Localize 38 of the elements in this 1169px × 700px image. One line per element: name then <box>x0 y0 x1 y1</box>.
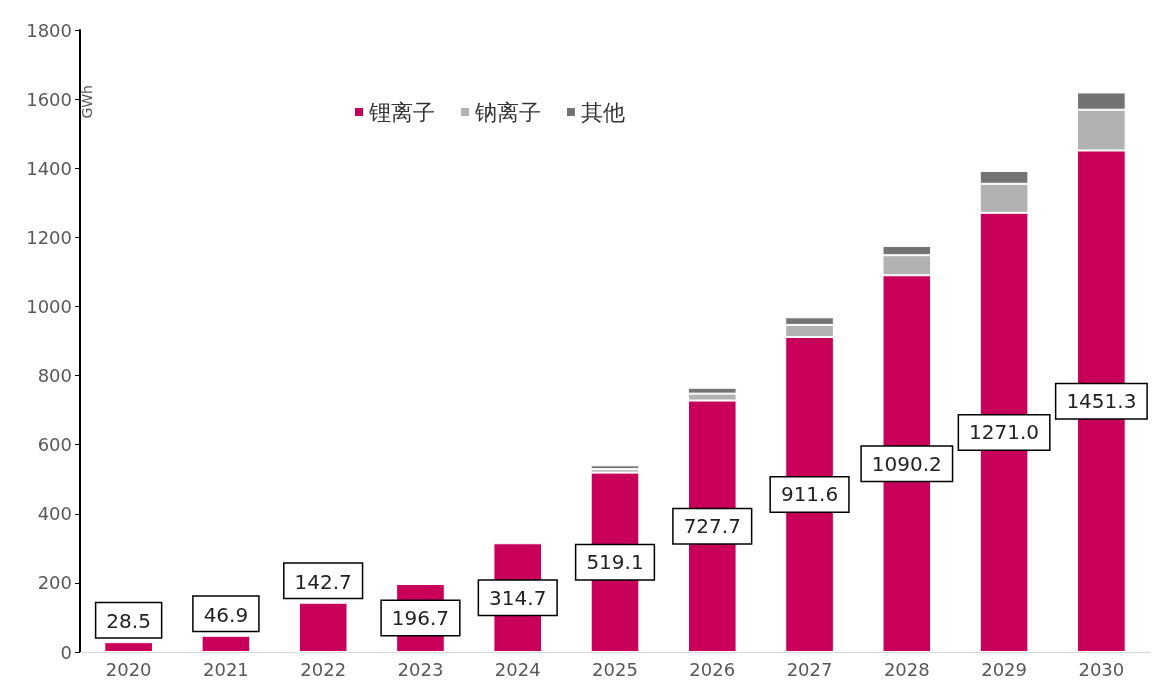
x-tick-label: 2025 <box>592 658 638 680</box>
y-tick-label: 1000 <box>26 295 72 317</box>
data-label: 46.9 <box>203 602 249 627</box>
y-tick-label: 1400 <box>26 157 72 179</box>
x-tick-label: 2024 <box>494 658 541 680</box>
x-tick-label: 2022 <box>300 658 347 680</box>
x-tick-label: 2029 <box>981 658 1027 680</box>
data-label: 314.7 <box>489 585 547 610</box>
bar <box>590 465 640 470</box>
x-tick-label: 2023 <box>397 658 444 680</box>
x-tick-label: 2028 <box>883 658 930 680</box>
legend-label: 其他 <box>581 99 625 125</box>
x-tick-label: 2027 <box>786 658 833 680</box>
y-tick-label: 400 <box>37 503 72 525</box>
x-tick-label: 2020 <box>105 658 152 680</box>
y-tick-label: 600 <box>37 434 72 456</box>
data-label: 727.7 <box>683 514 741 539</box>
data-label: 28.5 <box>106 609 151 634</box>
y-tick-label: 1600 <box>26 88 72 110</box>
data-label: 142.7 <box>294 569 352 594</box>
y-axis-title: GWh <box>79 85 95 119</box>
x-tick-label: 2030 <box>1078 658 1125 680</box>
data-label: 1271.0 <box>969 420 1040 445</box>
data-label: 911.6 <box>780 482 839 507</box>
legend-label: 钠离子 <box>474 99 541 125</box>
x-tick-label: 2026 <box>689 658 736 680</box>
data-label: 196.7 <box>391 606 450 631</box>
bar <box>104 642 153 652</box>
y-tick-label: 800 <box>37 365 72 387</box>
data-label: 519.1 <box>586 550 644 575</box>
data-label: 1090.2 <box>871 451 942 476</box>
x-tick-label: 2021 <box>203 658 249 680</box>
y-tick-label: 0 <box>60 641 72 663</box>
y-tick-label: 1800 <box>26 19 72 41</box>
y-tick-label: 1200 <box>26 226 72 248</box>
data-label: 1451.3 <box>1066 389 1137 414</box>
legend-label: 锂离子 <box>368 99 435 125</box>
y-tick-label: 200 <box>37 572 72 594</box>
